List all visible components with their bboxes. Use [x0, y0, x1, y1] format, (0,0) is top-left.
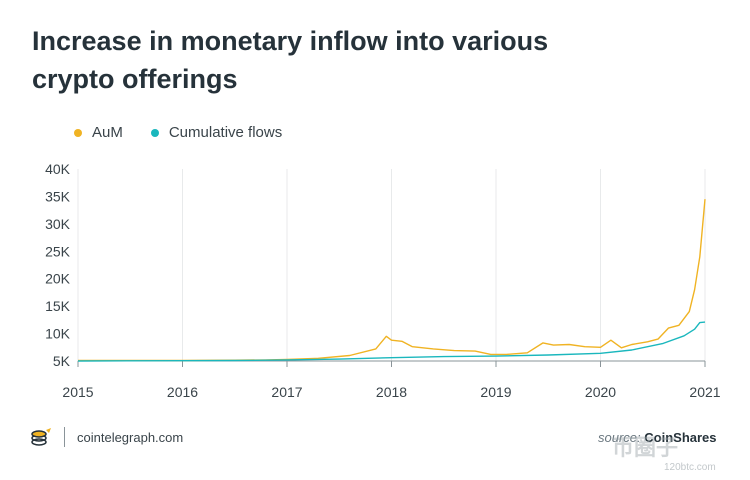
y-tick-label-30K: 30K: [45, 216, 71, 232]
legend: AuM Cumulative flows: [74, 124, 282, 141]
cointelegraph-logo-icon: [31, 428, 51, 446]
y-tick-label-40K: 40K: [45, 161, 71, 177]
y-tick-label-15K: 15K: [45, 298, 71, 314]
legend-label-aum: AuM: [92, 124, 123, 141]
y-tick-label-25K: 25K: [45, 243, 71, 259]
x-tick-label-2016: 2016: [167, 384, 198, 400]
legend-label-cumulative-flows: Cumulative flows: [168, 124, 283, 141]
footer-separator: [64, 427, 65, 447]
x-tick-label-2017: 2017: [271, 384, 302, 400]
y-tick-label-35K: 35K: [45, 188, 71, 204]
x-tick-label-2018: 2018: [376, 384, 407, 400]
x-tick-label-2021: 2021: [689, 384, 720, 400]
y-tick-label-10K: 10K: [45, 326, 71, 342]
legend-item-cumulative-flows: Cumulative flows: [150, 124, 283, 141]
series-line-cumulative-flows: [77, 321, 706, 362]
series-line-aum: [78, 199, 706, 362]
legend-dot-cumulative-flows: [150, 128, 159, 137]
footer: cointelegraph.com: [30, 426, 183, 448]
watermark-sub: 120btc.com: [664, 462, 716, 473]
chart-title: Increase in monetary inflow into various…: [32, 26, 549, 94]
source-prefix: source:: [598, 430, 641, 445]
x-tick-label-2020: 2020: [585, 384, 616, 400]
source-name: CoinShares: [644, 430, 717, 445]
brand-link[interactable]: cointelegraph.com: [77, 429, 184, 445]
line-chart: 2015 2016 2017 2018 2019 2020 2021 5K 10K 15K 20K 2…: [45, 161, 721, 400]
y-tick-label-5K: 5K: [53, 353, 71, 369]
y-tick-label-20K: 20K: [45, 271, 71, 287]
legend-item-aum: AuM: [74, 124, 123, 141]
x-tick-label-2015: 2015: [62, 384, 93, 400]
legend-dot-aum: [74, 128, 82, 137]
x-tick-label-2019: 2019: [480, 384, 511, 400]
watermark: 币圈子: [612, 435, 679, 460]
source-credit: source: CoinShares: [598, 430, 717, 445]
